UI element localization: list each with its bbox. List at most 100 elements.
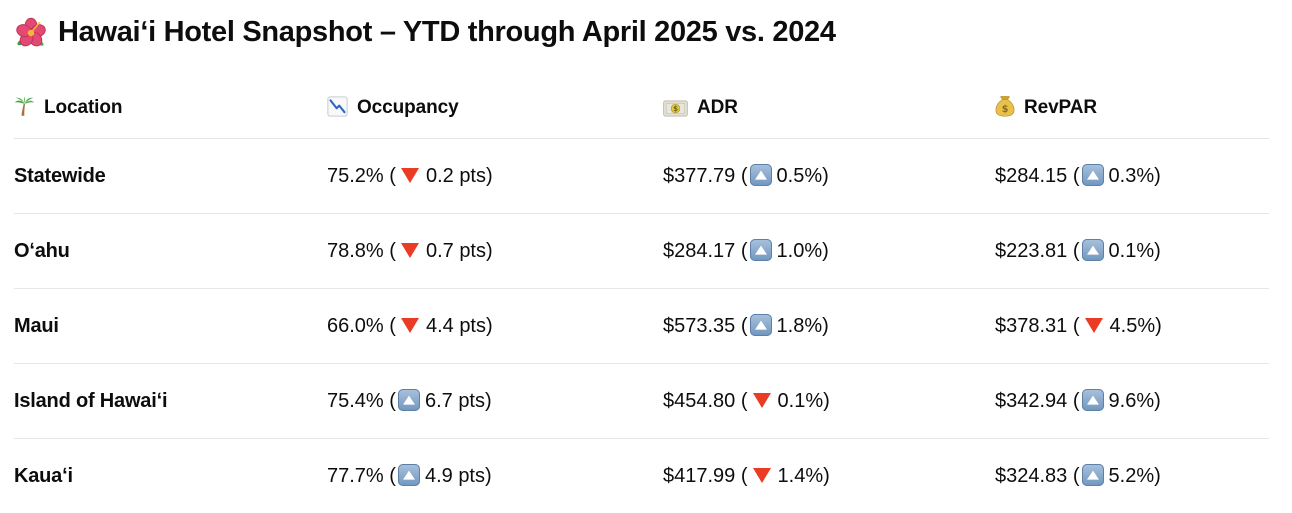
- open-paren: (: [741, 390, 748, 412]
- metric-change: 1.0%: [777, 240, 823, 262]
- column-header-revpar: $ RevPAR: [995, 52, 1269, 139]
- palm-tree-icon: [14, 96, 35, 123]
- close-paren: ): [823, 465, 830, 487]
- close-paren: ): [822, 240, 829, 262]
- close-paren: ): [486, 315, 493, 337]
- up-button-icon: [1082, 389, 1104, 411]
- dollar-banknote-icon: $: [663, 100, 688, 123]
- up-button-icon: [398, 389, 420, 411]
- open-paren: (: [1073, 240, 1080, 262]
- red-triangle-down-icon: [401, 243, 419, 258]
- adr-cell: $573.35 (1.8%): [663, 289, 995, 364]
- red-triangle-down-icon: [753, 393, 771, 408]
- up-button-icon: [1082, 239, 1104, 261]
- red-triangle-down-icon: [401, 318, 419, 333]
- table-header-row: Location Occupancy $ADR $RevPAR: [14, 52, 1269, 139]
- svg-text:$: $: [673, 104, 678, 113]
- metric-change: 5.2%: [1109, 465, 1155, 487]
- metric-value: $378.31: [995, 315, 1067, 337]
- column-header-label: Occupancy: [357, 97, 459, 118]
- open-paren: (: [389, 165, 396, 187]
- close-paren: ): [822, 165, 829, 187]
- up-button-icon: [750, 164, 772, 186]
- occupancy-cell: 75.2% (0.2 pts): [327, 139, 663, 214]
- metric-change: 4.5%: [1110, 315, 1156, 337]
- up-button-icon: [750, 239, 772, 261]
- close-paren: ): [485, 390, 492, 412]
- table-row-statewide: Statewide 75.2% (0.2 pts) $377.79 (0.5%)…: [14, 139, 1269, 214]
- metric-change: 0.2 pts: [426, 165, 486, 187]
- close-paren: ): [1155, 315, 1162, 337]
- red-triangle-down-icon: [401, 168, 419, 183]
- hotel-stats-table: Location Occupancy $ADR $RevPAR Statewid…: [14, 52, 1269, 513]
- column-header-occupancy: Occupancy: [327, 52, 663, 139]
- up-button-icon: [1082, 464, 1104, 486]
- metric-value: $284.17: [663, 240, 735, 262]
- metric-value: $324.83: [995, 465, 1067, 487]
- location-cell: Statewide: [14, 139, 327, 214]
- metric-change: 9.6%: [1109, 390, 1155, 412]
- revpar-cell: $342.94 (9.6%): [995, 364, 1269, 439]
- occupancy-cell: 78.8% (0.7 pts): [327, 214, 663, 289]
- red-triangle-down-icon: [1085, 318, 1103, 333]
- metric-value: $342.94: [995, 390, 1067, 412]
- metric-change: 6.7 pts: [425, 390, 485, 412]
- metric-value: 75.4%: [327, 390, 384, 412]
- metric-value: 75.2%: [327, 165, 384, 187]
- location-cell: Maui: [14, 289, 327, 364]
- money-bag-icon: $: [995, 95, 1015, 123]
- table-row-island-of-hawaii: Island of Hawaiʻi 75.4% (6.7 pts) $454.8…: [14, 364, 1269, 439]
- location-cell: Island of Hawaiʻi: [14, 364, 327, 439]
- svg-text:$: $: [1002, 104, 1009, 115]
- page-title-text: Hawaiʻi Hotel Snapshot – YTD through Apr…: [58, 13, 836, 52]
- open-paren: (: [1073, 165, 1080, 187]
- metric-change: 4.9 pts: [425, 465, 485, 487]
- location-cell: Oʻahu: [14, 214, 327, 289]
- column-header-label: RevPAR: [1024, 97, 1097, 118]
- metric-value: 66.0%: [327, 315, 384, 337]
- table-row-oahu: Oʻahu 78.8% (0.7 pts) $284.17 (1.0%) $22…: [14, 214, 1269, 289]
- open-paren: (: [741, 465, 748, 487]
- open-paren: (: [741, 315, 748, 337]
- metric-change: 0.3%: [1109, 165, 1155, 187]
- open-paren: (: [389, 240, 396, 262]
- metric-value: $454.80: [663, 390, 735, 412]
- revpar-cell: $223.81 (0.1%): [995, 214, 1269, 289]
- open-paren: (: [389, 465, 396, 487]
- table-row-maui: Maui 66.0% (4.4 pts) $573.35 (1.8%) $378…: [14, 289, 1269, 364]
- occupancy-cell: 75.4% (6.7 pts): [327, 364, 663, 439]
- up-button-icon: [1082, 164, 1104, 186]
- close-paren: ): [1154, 240, 1161, 262]
- metric-value: $573.35: [663, 315, 735, 337]
- metric-change: 0.1%: [778, 390, 824, 412]
- close-paren: ): [822, 315, 829, 337]
- close-paren: ): [485, 465, 492, 487]
- page-title: Hawaiʻi Hotel Snapshot – YTD through Apr…: [14, 0, 1269, 52]
- open-paren: (: [1073, 390, 1080, 412]
- chart-decreasing-icon: [327, 96, 348, 123]
- adr-cell: $284.17 (1.0%): [663, 214, 995, 289]
- up-button-icon: [750, 314, 772, 336]
- metric-change: 0.1%: [1109, 240, 1155, 262]
- open-paren: (: [389, 390, 396, 412]
- close-paren: ): [1154, 165, 1161, 187]
- occupancy-cell: 66.0% (4.4 pts): [327, 289, 663, 364]
- metric-change: 1.8%: [777, 315, 823, 337]
- hibiscus-icon: [14, 16, 48, 50]
- close-paren: ): [1154, 390, 1161, 412]
- metric-value: 77.7%: [327, 465, 384, 487]
- metric-change: 0.7 pts: [426, 240, 486, 262]
- adr-cell: $454.80 (0.1%): [663, 364, 995, 439]
- column-header-label: ADR: [697, 97, 738, 118]
- metric-value: $377.79: [663, 165, 735, 187]
- revpar-cell: $378.31 (4.5%): [995, 289, 1269, 364]
- open-paren: (: [741, 165, 748, 187]
- red-triangle-down-icon: [753, 468, 771, 483]
- metric-value: $284.15: [995, 165, 1067, 187]
- open-paren: (: [1073, 465, 1080, 487]
- revpar-cell: $284.15 (0.3%): [995, 139, 1269, 214]
- metric-value: $417.99: [663, 465, 735, 487]
- adr-cell: $377.79 (0.5%): [663, 139, 995, 214]
- up-button-icon: [398, 464, 420, 486]
